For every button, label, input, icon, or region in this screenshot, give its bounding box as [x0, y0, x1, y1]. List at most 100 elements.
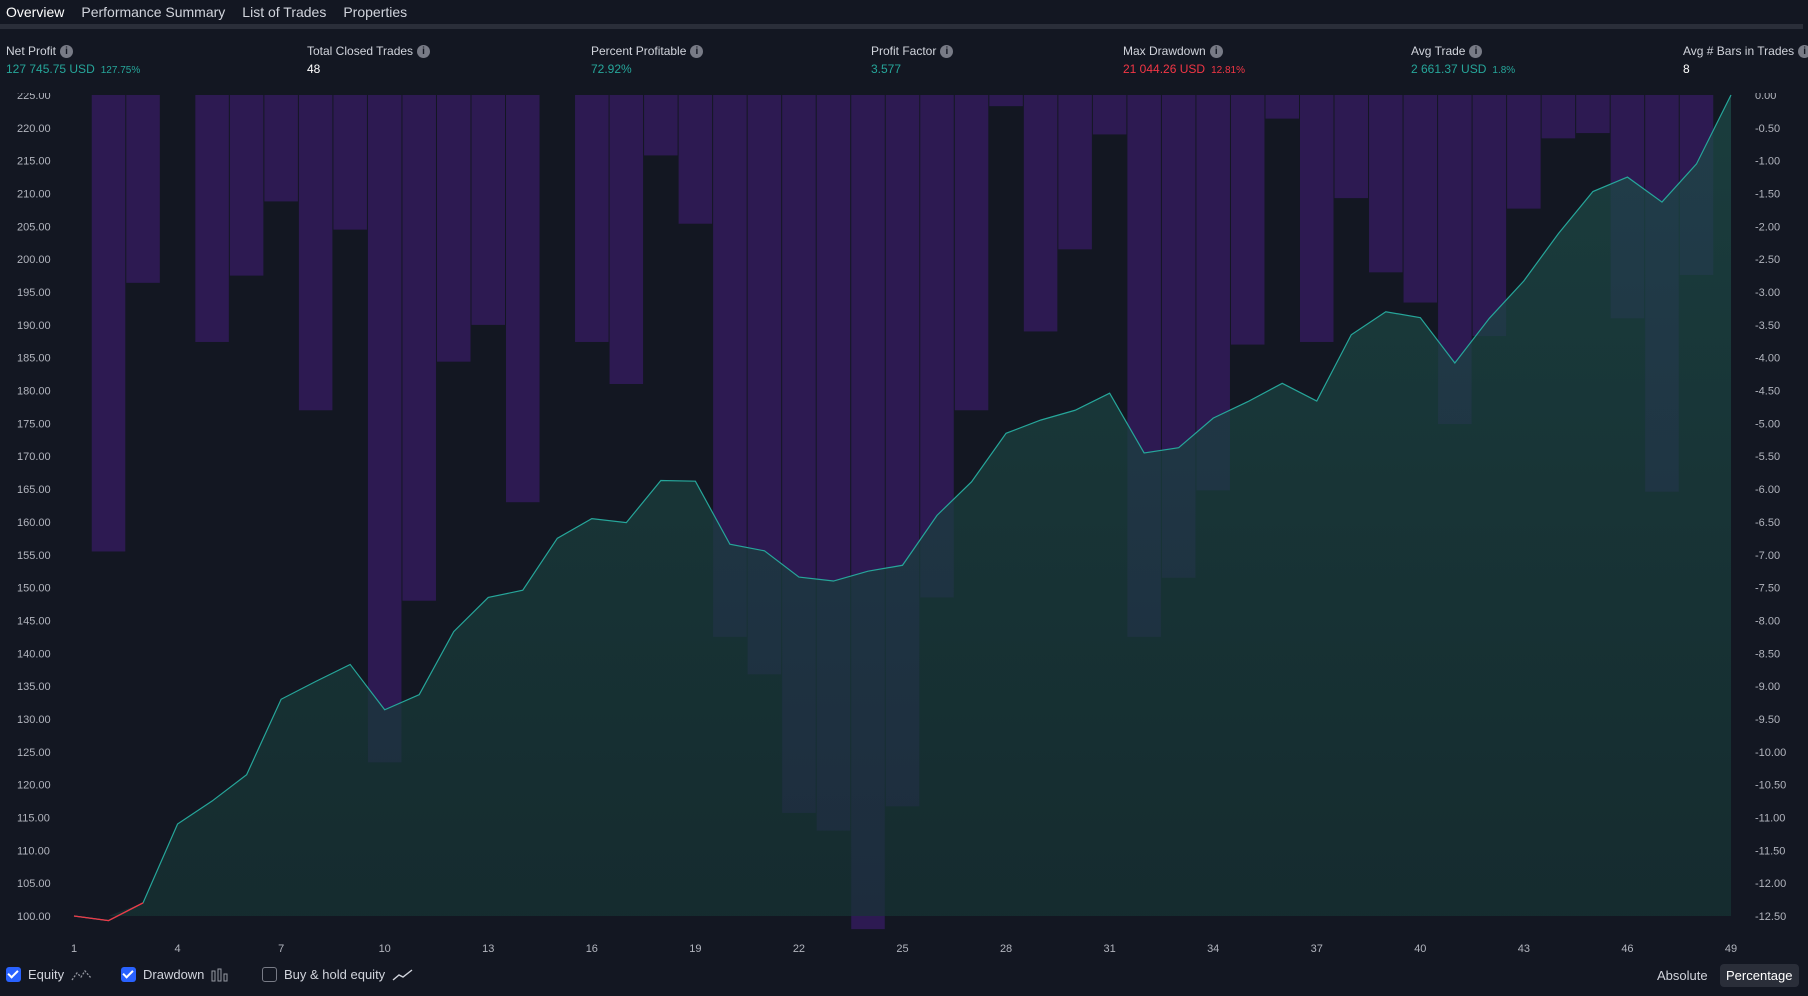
left-axis-tick: 185.00	[17, 353, 51, 365]
equity-line	[73, 94, 1732, 922]
right-axis-tick: -9.00	[1755, 681, 1780, 693]
drawdown-bar	[1334, 95, 1369, 199]
percentage-mode-button[interactable]: Percentage	[1720, 964, 1799, 987]
right-axis-tick: -7.50	[1755, 583, 1780, 595]
right-axis-tick: -12.00	[1755, 878, 1786, 890]
x-axis-tick: 25	[896, 943, 908, 955]
left-axis-tick: 225.00	[17, 93, 51, 102]
x-axis-tick: 22	[793, 943, 805, 955]
metric-percent: 12.81%	[1211, 65, 1245, 76]
metric-total-closed-trades: Total Closed Trades i 48	[307, 44, 431, 76]
info-icon[interactable]: i	[940, 44, 954, 58]
right-axis-tick: 0.00	[1755, 93, 1776, 102]
drawdown-bar	[1230, 95, 1265, 345]
left-axis-tick: 110.00	[17, 845, 50, 857]
drawdown-bar	[1058, 95, 1092, 250]
right-axis-tick: -9.50	[1755, 714, 1780, 726]
right-axis-tick: -5.00	[1755, 418, 1780, 430]
info-icon[interactable]: i	[60, 44, 74, 58]
buy-hold-checkbox[interactable]	[262, 967, 277, 982]
x-axis-tick: 4	[175, 943, 181, 955]
info-icon[interactable]: i	[417, 44, 431, 58]
metric-label: Percent Profitable	[591, 44, 687, 58]
metric-net-profit: Net Profit i 127 745.75 USD 127.75%	[6, 44, 140, 76]
info-icon[interactable]: i	[690, 44, 704, 58]
drawdown-checkbox[interactable]	[121, 967, 136, 982]
right-axis-tick: -11.00	[1755, 812, 1785, 824]
left-axis-tick: 100.00	[17, 911, 51, 923]
equity-label: Equity	[28, 967, 65, 982]
info-icon[interactable]: i	[1209, 44, 1223, 58]
metric-value: 48	[307, 62, 321, 76]
drawdown-bar	[471, 95, 506, 325]
right-axis-tick: -7.00	[1755, 550, 1780, 562]
left-axis-tick: 210.00	[17, 189, 51, 201]
info-icon[interactable]: i	[1469, 44, 1483, 58]
equity-toggle[interactable]: Equity	[6, 967, 93, 982]
left-axis-tick: 145.00	[17, 615, 51, 627]
x-axis-tick: 46	[1621, 943, 1633, 955]
tab-bar: Overview Performance Summary List of Tra…	[0, 0, 418, 29]
tab-properties[interactable]: Properties	[343, 4, 408, 20]
metric-percent: 127.75%	[100, 65, 141, 76]
right-axis-tick: -8.00	[1755, 615, 1780, 627]
equity-area	[74, 95, 1731, 916]
x-axis-tick: 31	[1104, 943, 1116, 955]
right-axis-tick: -2.50	[1755, 254, 1780, 266]
left-axis-tick: 215.00	[17, 156, 51, 168]
drawdown-bar	[1299, 95, 1334, 342]
drawdown-bar	[1507, 95, 1541, 209]
drawdown-bar	[91, 95, 126, 552]
right-axis-tick: -5.50	[1755, 451, 1780, 463]
left-axis-tick: 170.00	[17, 451, 51, 463]
equity-line-icon	[71, 969, 92, 980]
left-axis-tick: 165.00	[17, 484, 51, 496]
x-axis-tick: 43	[1518, 943, 1530, 955]
metric-percent: 1.8%	[1492, 65, 1516, 76]
right-axis-tick: -4.00	[1755, 353, 1780, 365]
metrics-bar: Net Profit i 127 745.75 USD 127.75% Total …	[0, 44, 1808, 80]
left-axis-tick: 220.00	[17, 123, 51, 135]
right-axis-tick: -1.50	[1755, 189, 1780, 201]
x-axis-tick: 37	[1311, 943, 1323, 955]
buy-hold-toggle[interactable]: Buy & hold equity	[262, 967, 414, 982]
buy-hold-line-icon	[392, 968, 413, 981]
drawdown-bar	[575, 95, 609, 342]
drawdown-bar	[195, 95, 229, 342]
tab-performance-summary[interactable]: Performance Summary	[81, 4, 226, 20]
absolute-mode-button[interactable]: Absolute	[1657, 968, 1708, 983]
right-axis-tick: -8.50	[1755, 648, 1780, 660]
tab-list-of-trades[interactable]: List of Trades	[242, 4, 327, 20]
metric-label: Net Profit	[6, 44, 57, 58]
equity-checkbox[interactable]	[6, 967, 21, 982]
x-axis-tick: 10	[379, 943, 391, 955]
drawdown-toggle[interactable]: Drawdown	[121, 967, 231, 982]
metric-value: 3.577	[871, 62, 902, 76]
drawdown-bar	[367, 95, 402, 763]
left-axis-tick: 180.00	[17, 386, 51, 398]
metric-value: 8	[1683, 62, 1690, 76]
x-axis-tick: 34	[1207, 943, 1219, 955]
left-axis-tick: 125.00	[17, 747, 51, 759]
metric-value: 2 661.37 USD	[1411, 62, 1487, 76]
buy-hold-label: Buy & hold equity	[284, 967, 386, 982]
metric-label: Avg Trade	[1411, 44, 1466, 58]
left-axis-tick: 140.00	[17, 648, 51, 660]
equity-drawdown-chart[interactable]: 225.00220.00215.00210.00205.00200.00195.…	[0, 93, 1808, 963]
right-axis-tick: -4.50	[1755, 386, 1780, 398]
left-axis-tick: 160.00	[17, 517, 51, 529]
right-axis-tick: -2.00	[1755, 221, 1780, 233]
right-axis-tick: -11.50	[1755, 845, 1785, 857]
right-axis-tick: -0.50	[1755, 123, 1780, 135]
drawdown-bar	[436, 95, 471, 362]
drawdown-bars-icon	[211, 968, 228, 981]
left-axis-tick: 105.00	[17, 878, 51, 890]
right-axis-tick: -6.00	[1755, 484, 1780, 496]
drawdown-label: Drawdown	[143, 967, 205, 982]
metric-avg-bars-in-trades: Avg # Bars in Trades i 8	[1683, 44, 1808, 76]
drawdown-bar	[298, 95, 333, 411]
x-axis-tick: 28	[1000, 943, 1012, 955]
right-axis-tick: -1.00	[1755, 156, 1780, 168]
drawdown-bar	[1472, 95, 1507, 337]
info-icon[interactable]: i	[1798, 44, 1808, 58]
